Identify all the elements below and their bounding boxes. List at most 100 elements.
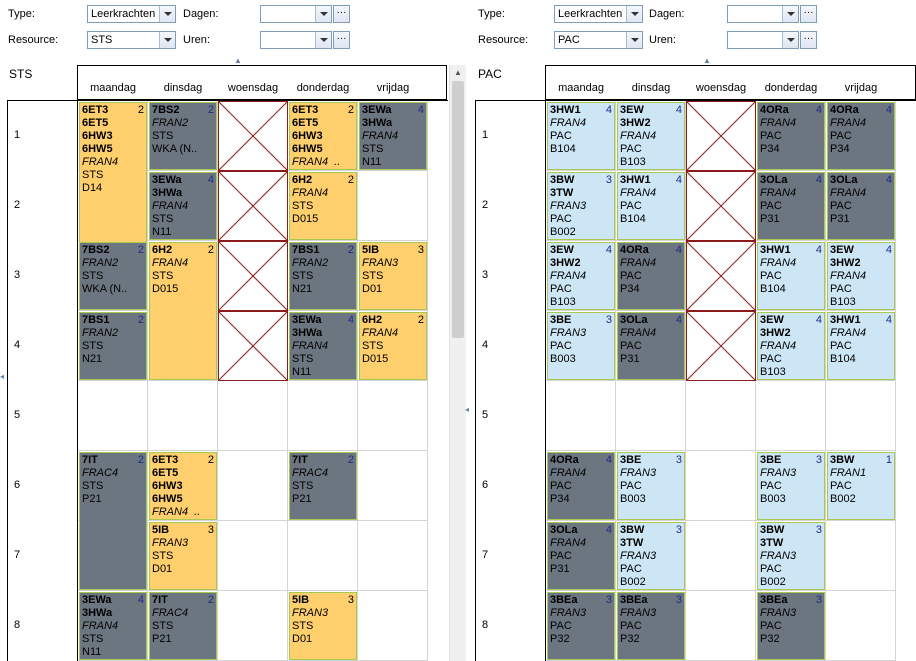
center-splitter[interactable]: ◂ bbox=[465, 0, 470, 661]
column-divider bbox=[685, 101, 686, 661]
lesson-count: 3 bbox=[815, 524, 822, 536]
lesson-card[interactable]: 3EW 3HW2 FRAN4 PAC B103 4 bbox=[547, 242, 615, 310]
lesson-card[interactable]: 3EW 3HW2 FRAN4 PAC B103 4 bbox=[827, 242, 895, 310]
lesson-card[interactable]: 3HW1 FRAN4 PAC B104 4 bbox=[757, 242, 825, 310]
lesson-card[interactable]: 3BW 3TW FRAN3 PAC B002 3 bbox=[547, 172, 615, 240]
lesson-detail: STS bbox=[152, 213, 174, 225]
type-select[interactable]: Leerkrachten bbox=[87, 5, 176, 23]
dagen-select[interactable] bbox=[260, 5, 332, 23]
chevron-down-icon[interactable] bbox=[782, 6, 798, 22]
lesson-count: 4 bbox=[885, 104, 892, 116]
lesson-card[interactable]: 3OLa FRAN4 PAC P31 4 bbox=[757, 172, 825, 240]
resource-select[interactable]: PAC bbox=[554, 31, 643, 49]
hour-label: 8 bbox=[482, 619, 489, 631]
lesson-card[interactable]: 3BE FRAN3 PAC B003 3 bbox=[617, 452, 685, 520]
lesson-count: 4 bbox=[675, 314, 682, 326]
lesson-card[interactable]: 3EWa 3HWa FRAN4 STS N11 4 bbox=[149, 172, 217, 240]
lesson-card[interactable]: 4ORa FRAN4 PAC P34 4 bbox=[757, 102, 825, 170]
left-splitter[interactable]: ◂ bbox=[0, 0, 5, 661]
lesson-card[interactable]: 3BW FRAN1 PAC B002 1 bbox=[827, 452, 895, 520]
chevron-down-icon[interactable] bbox=[626, 32, 642, 48]
uren-more-button[interactable]: ··· bbox=[800, 31, 817, 49]
lesson-card[interactable]: 7IT FRAC4 STS P21 2 bbox=[289, 452, 357, 520]
lesson-card[interactable]: 5IB FRAN3 STS D01 3 bbox=[289, 592, 357, 660]
lesson-count: 4 bbox=[815, 314, 822, 326]
uren-select[interactable] bbox=[727, 31, 799, 49]
lesson-card[interactable]: 3BW 3TW FRAN3 PAC B002 3 bbox=[617, 522, 685, 590]
chevron-down-icon[interactable] bbox=[159, 32, 175, 48]
lesson-card[interactable]: 3EW 3HW2 FRAN4 PAC B103 4 bbox=[617, 102, 685, 170]
lesson-card[interactable]: 3BW 3TW FRAN3 PAC B002 3 bbox=[757, 522, 825, 590]
chevron-left-icon[interactable]: ◂ bbox=[0, 372, 5, 381]
lesson-card[interactable]: 6H2 FRAN4 STS D015 2 bbox=[289, 172, 357, 240]
chevron-down-icon[interactable] bbox=[315, 32, 331, 48]
class-group: 6HW5 bbox=[152, 493, 183, 505]
lesson-card[interactable]: 3BEa FRAN3 PAC P32 3 bbox=[617, 592, 685, 660]
class-group: 4ORa bbox=[620, 244, 649, 256]
lesson-count: 3 bbox=[417, 244, 424, 256]
vertical-scrollbar[interactable]: ▲ bbox=[449, 65, 466, 661]
lesson-detail: D01 bbox=[152, 563, 173, 575]
dagen-more-button[interactable]: ··· bbox=[333, 5, 350, 23]
lesson-card[interactable]: 3OLa FRAN4 PAC P31 4 bbox=[547, 522, 615, 590]
lesson-card[interactable]: 3EWa 3HWa FRAN4 STS N11 4 bbox=[359, 102, 427, 170]
lesson-card[interactable]: 3OLa FRAN4 PAC P31 4 bbox=[827, 172, 895, 240]
lesson-card[interactable]: 3OLa FRAN4 PAC P31 4 bbox=[617, 312, 685, 380]
lesson-card[interactable]: 3HW1 FRAN4 PAC B104 4 bbox=[827, 312, 895, 380]
scrollbar-thumb[interactable] bbox=[452, 81, 464, 338]
lesson-card[interactable]: 3BE FRAN3 PAC B003 3 bbox=[757, 452, 825, 520]
lesson-card[interactable]: 7IT FRAC4 STS P21 2 bbox=[79, 452, 147, 590]
dagen-select[interactable] bbox=[727, 5, 799, 23]
lesson-card[interactable]: 3HW1 FRAN4 PAC B104 4 bbox=[617, 172, 685, 240]
lesson-card[interactable]: 5IB FRAN3 STS D01 3 bbox=[149, 522, 217, 590]
chevron-left-icon[interactable]: ◂ bbox=[465, 405, 470, 414]
lesson-card[interactable]: 3HW1 FRAN4 PAC B104 4 bbox=[547, 102, 615, 170]
dagen-more-button[interactable]: ··· bbox=[800, 5, 817, 23]
lesson-card[interactable]: 5IB FRAN3 STS D01 3 bbox=[359, 242, 427, 310]
lesson-card[interactable]: 6H2 FRAN4 STS D015 2 bbox=[149, 242, 217, 380]
lesson-detail: PAC bbox=[830, 200, 852, 212]
scroll-up-icon[interactable]: ▲ bbox=[454, 68, 462, 77]
chevron-down-icon[interactable] bbox=[626, 6, 642, 22]
resource-select[interactable]: STS bbox=[87, 31, 176, 49]
day-column-header: dinsdag bbox=[631, 82, 671, 94]
lesson-count: 4 bbox=[815, 104, 822, 116]
chevron-down-icon[interactable] bbox=[782, 32, 798, 48]
lesson-card[interactable]: 4ORa FRAN4 PAC P34 4 bbox=[827, 102, 895, 170]
lesson-card[interactable]: 7BS1 FRAN2 STS N21 2 bbox=[289, 242, 357, 310]
lesson-card[interactable]: 7BS2 FRAN2 STS WKA (N.. 2 bbox=[79, 242, 147, 310]
lesson-card[interactable]: 6H2 FRAN4 STS D015 2 bbox=[359, 312, 427, 380]
chevron-down-icon[interactable] bbox=[315, 6, 331, 22]
class-group: 3TW bbox=[550, 187, 574, 199]
uren-more-button[interactable]: ··· bbox=[333, 31, 350, 49]
uren-select[interactable] bbox=[260, 31, 332, 49]
class-group: 7BS2 bbox=[82, 244, 110, 256]
collapse-caret-icon[interactable]: ▲ bbox=[234, 56, 242, 65]
lesson-detail: PAC bbox=[830, 283, 852, 295]
lesson-text: 4ORa FRAN4 PAC P34 bbox=[620, 244, 656, 296]
lesson-card[interactable]: 3BEa FRAN3 PAC P32 3 bbox=[547, 592, 615, 660]
type-select[interactable]: Leerkrachten bbox=[554, 5, 643, 23]
blocked-slot bbox=[686, 311, 756, 381]
lesson-card[interactable]: 7IT FRAC4 STS P21 2 bbox=[149, 592, 217, 660]
lesson-card[interactable]: 7BS1 FRAN2 STS N21 2 bbox=[79, 312, 147, 380]
lesson-card[interactable]: 3EWa 3HWa FRAN4 STS N11 4 bbox=[289, 312, 357, 380]
lesson-detail: PAC bbox=[550, 550, 572, 562]
collapse-caret-icon[interactable]: ▲ bbox=[703, 56, 711, 65]
class-group: 6H2 bbox=[152, 244, 173, 256]
lesson-card[interactable]: 3BE FRAN3 PAC B003 3 bbox=[547, 312, 615, 380]
lesson-text: 5IB FRAN3 STS D01 bbox=[292, 594, 328, 646]
timetable-grid: 1 2 3 4 5 6 7 8 3HW1 FRAN4 PAC B104 4 3EW 3HW2 FRAN4 PAC… bbox=[475, 100, 916, 661]
course-code: FRAN4 bbox=[830, 187, 867, 199]
lesson-card[interactable]: 6ET3 6ET5 6HW3 6HW5 FRAN4 .. 2 bbox=[289, 102, 357, 170]
lesson-card[interactable]: 4ORa FRAN4 PAC P34 4 bbox=[547, 452, 615, 520]
lesson-card[interactable]: 7BS2 FRAN2 STS WKA (N.. 2 bbox=[149, 102, 217, 170]
lesson-card[interactable]: 4ORa FRAN4 PAC P34 4 bbox=[617, 242, 685, 310]
lesson-card[interactable]: 3EW 3HW2 FRAN4 PAC B103 4 bbox=[757, 312, 825, 380]
lesson-card[interactable]: 6ET3 6ET5 6HW3 6HW5 FRAN4 .. 2 bbox=[149, 452, 217, 520]
lesson-card[interactable]: 3BEa FRAN3 PAC P32 3 bbox=[757, 592, 825, 660]
chevron-down-icon[interactable] bbox=[159, 6, 175, 22]
lesson-card[interactable]: 3EWa 3HWa FRAN4 STS N11 4 bbox=[79, 592, 147, 660]
class-group: 3EWa bbox=[292, 314, 322, 326]
class-group: 3OLa bbox=[830, 174, 858, 186]
